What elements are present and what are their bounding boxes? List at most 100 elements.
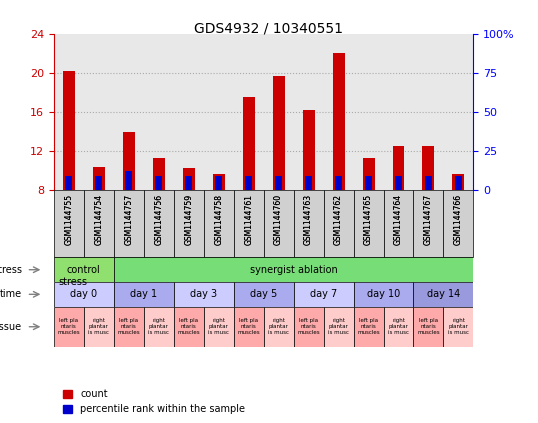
- Text: GDS4932 / 10340551: GDS4932 / 10340551: [195, 21, 343, 35]
- Text: day 5: day 5: [250, 289, 277, 299]
- FancyBboxPatch shape: [443, 190, 473, 258]
- Text: day 7: day 7: [310, 289, 337, 299]
- Bar: [294, 307, 323, 347]
- Text: day 0: day 0: [70, 289, 97, 299]
- Text: right
plantar
is musc: right plantar is musc: [208, 319, 229, 335]
- FancyBboxPatch shape: [384, 190, 414, 258]
- Text: left pla
ntaris
muscles: left pla ntaris muscles: [357, 319, 380, 335]
- Text: GSM1144757: GSM1144757: [124, 194, 133, 245]
- Bar: [363, 158, 374, 190]
- Text: stress: stress: [0, 265, 23, 275]
- Bar: [414, 307, 443, 347]
- Text: GSM1144760: GSM1144760: [274, 194, 283, 245]
- Bar: [353, 282, 414, 307]
- FancyBboxPatch shape: [84, 190, 114, 258]
- Bar: [65, 176, 73, 190]
- FancyBboxPatch shape: [114, 190, 144, 258]
- Text: synergist ablation: synergist ablation: [250, 265, 337, 275]
- Bar: [144, 307, 174, 347]
- Bar: [125, 171, 132, 190]
- Bar: [114, 258, 473, 282]
- Text: GSM1144762: GSM1144762: [334, 194, 343, 244]
- FancyBboxPatch shape: [353, 190, 384, 258]
- Text: left pla
ntaris
muscles: left pla ntaris muscles: [178, 319, 200, 335]
- Text: GSM1144764: GSM1144764: [394, 194, 403, 245]
- Text: day 14: day 14: [427, 289, 460, 299]
- Bar: [422, 146, 435, 190]
- Bar: [174, 307, 204, 347]
- Bar: [114, 282, 174, 307]
- Text: GSM1144759: GSM1144759: [184, 194, 193, 245]
- Bar: [414, 282, 473, 307]
- Bar: [54, 307, 84, 347]
- Text: GSM1144767: GSM1144767: [424, 194, 433, 245]
- Text: right
plantar
is musc: right plantar is musc: [88, 319, 109, 335]
- Text: day 1: day 1: [130, 289, 157, 299]
- Bar: [114, 307, 144, 347]
- Text: GSM1144755: GSM1144755: [64, 194, 73, 245]
- Text: right
plantar
is musc: right plantar is musc: [388, 319, 409, 335]
- Text: GSM1144761: GSM1144761: [244, 194, 253, 244]
- Text: GSM1144754: GSM1144754: [94, 194, 103, 245]
- Text: GSM1144758: GSM1144758: [214, 194, 223, 244]
- Text: tissue: tissue: [0, 322, 23, 332]
- Text: right
plantar
is musc: right plantar is musc: [448, 319, 469, 335]
- FancyBboxPatch shape: [323, 190, 353, 258]
- Text: GSM1144764: GSM1144764: [394, 194, 403, 245]
- Text: GSM1144763: GSM1144763: [304, 194, 313, 245]
- Bar: [215, 176, 222, 190]
- Bar: [452, 174, 464, 190]
- Bar: [243, 97, 254, 190]
- Bar: [213, 174, 225, 190]
- Text: time: time: [0, 289, 23, 299]
- Text: left pla
ntaris
muscles: left pla ntaris muscles: [117, 319, 140, 335]
- Bar: [233, 282, 294, 307]
- Legend: count, percentile rank within the sample: count, percentile rank within the sample: [59, 385, 249, 418]
- FancyBboxPatch shape: [414, 190, 443, 258]
- Text: GSM1144758: GSM1144758: [214, 194, 223, 244]
- Text: GSM1144763: GSM1144763: [304, 194, 313, 245]
- Bar: [353, 307, 384, 347]
- Text: left pla
ntaris
muscles: left pla ntaris muscles: [298, 319, 320, 335]
- Bar: [54, 258, 114, 282]
- FancyBboxPatch shape: [264, 190, 294, 258]
- Text: GSM1144755: GSM1144755: [64, 194, 73, 245]
- Bar: [264, 307, 294, 347]
- Bar: [155, 176, 162, 190]
- Bar: [275, 176, 282, 190]
- Text: right
plantar
is musc: right plantar is musc: [328, 319, 349, 335]
- Bar: [335, 176, 342, 190]
- FancyBboxPatch shape: [54, 190, 84, 258]
- Bar: [95, 176, 102, 190]
- Bar: [183, 168, 195, 190]
- Bar: [323, 307, 353, 347]
- Text: right
plantar
is musc: right plantar is musc: [148, 319, 169, 335]
- Text: GSM1144756: GSM1144756: [154, 194, 163, 245]
- Text: GSM1144767: GSM1144767: [424, 194, 433, 245]
- Bar: [305, 176, 312, 190]
- FancyBboxPatch shape: [144, 190, 174, 258]
- Bar: [395, 176, 402, 190]
- Bar: [455, 176, 462, 190]
- Text: left pla
ntaris
muscles: left pla ntaris muscles: [237, 319, 260, 335]
- FancyBboxPatch shape: [204, 190, 233, 258]
- Bar: [365, 176, 372, 190]
- Text: GSM1144766: GSM1144766: [454, 194, 463, 245]
- FancyBboxPatch shape: [233, 190, 264, 258]
- Text: left pla
ntaris
muscles: left pla ntaris muscles: [417, 319, 440, 335]
- Bar: [123, 132, 134, 190]
- Text: day 3: day 3: [190, 289, 217, 299]
- Text: GSM1144757: GSM1144757: [124, 194, 133, 245]
- Bar: [204, 307, 233, 347]
- Bar: [54, 282, 114, 307]
- Text: control: control: [67, 265, 101, 275]
- FancyBboxPatch shape: [294, 190, 323, 258]
- Bar: [185, 176, 192, 190]
- Bar: [93, 167, 105, 190]
- Bar: [174, 282, 233, 307]
- Bar: [63, 71, 75, 190]
- Text: GSM1144760: GSM1144760: [274, 194, 283, 245]
- Text: GSM1144765: GSM1144765: [364, 194, 373, 245]
- Bar: [245, 176, 252, 190]
- FancyBboxPatch shape: [174, 190, 204, 258]
